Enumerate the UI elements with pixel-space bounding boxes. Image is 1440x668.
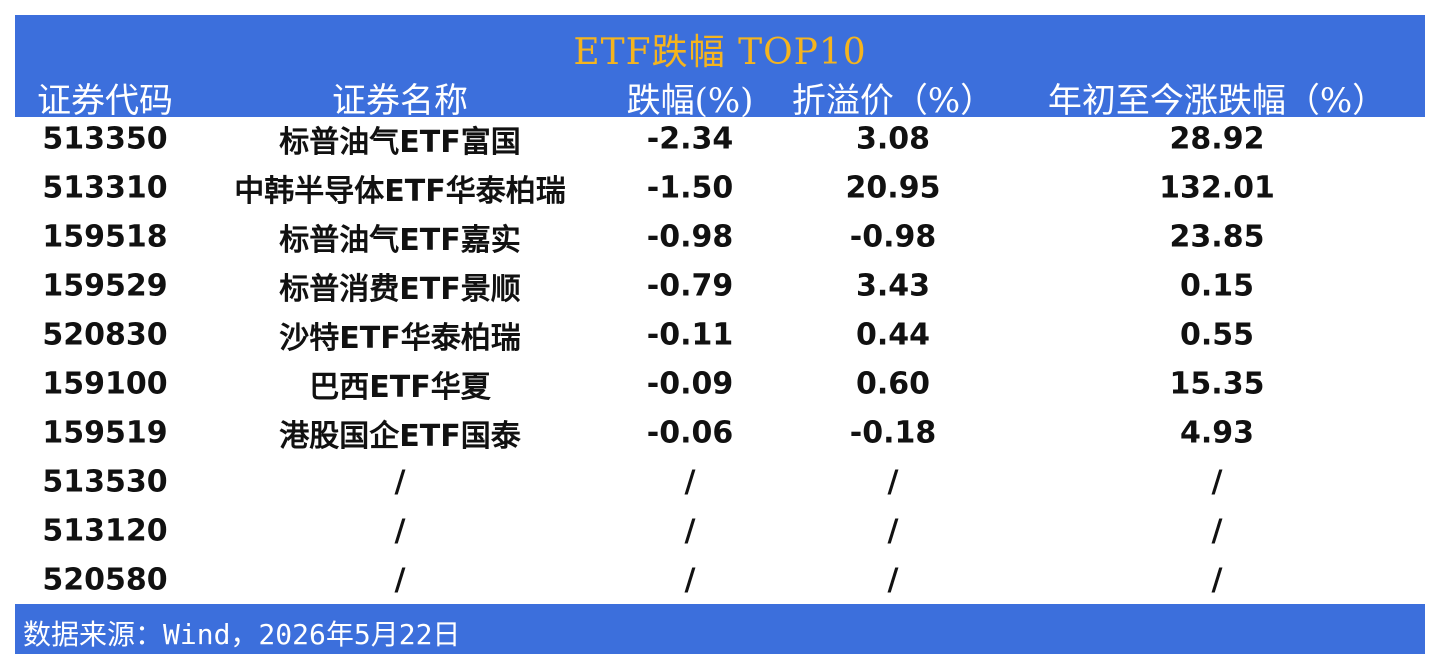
table-cell: / — [887, 562, 899, 598]
table-cell: 15.35 — [1169, 366, 1265, 402]
table-cell: 3.08 — [855, 121, 931, 157]
column-header: 年初至今涨跌幅（%） — [1047, 81, 1387, 121]
table-cell: / — [684, 513, 696, 549]
table-cell: 3.43 — [855, 268, 931, 304]
table-cell: 159100 — [42, 366, 168, 402]
table-cell: -0.11 — [646, 317, 734, 353]
table-cell: 520830 — [42, 317, 168, 353]
table-cell: / — [684, 562, 696, 598]
table-cell: / — [684, 464, 696, 500]
table-cell: 中韩半导体ETF华泰柏瑞 — [234, 174, 566, 209]
table-cell: / — [887, 464, 899, 500]
table-cell: 沙特ETF华泰柏瑞 — [279, 321, 521, 356]
table-cell: 巴西ETF华夏 — [309, 370, 491, 405]
table-cell: 132.01 — [1159, 170, 1275, 206]
table-cell: 4.93 — [1179, 415, 1255, 451]
table-cell: 0.60 — [855, 366, 931, 402]
table-cell: 159518 — [42, 219, 168, 255]
column-header: 证券代码 — [37, 81, 173, 121]
column-header: 折溢价（%） — [791, 81, 995, 121]
table-cell: -0.06 — [646, 415, 734, 451]
table-cell: 513350 — [42, 121, 168, 157]
table-cell: 港股国企ETF国泰 — [279, 419, 521, 454]
column-header: 跌幅(%) — [626, 81, 754, 121]
table-cell: -0.98 — [646, 219, 734, 255]
table-cell: 标普消费ETF景顺 — [279, 272, 521, 307]
table-cell: 标普油气ETF富国 — [279, 125, 521, 160]
table-cell: / — [394, 513, 406, 549]
table-cell: 520580 — [42, 562, 168, 598]
table-header: ETF跌幅 TOP10 证券代码 证券名称 跌幅(%) 折溢价（%） 年初至今涨跌幅（%… — [15, 15, 1425, 121]
table-cell: / — [1211, 513, 1223, 549]
table-cell: -0.98 — [849, 219, 937, 255]
table-cell: 513120 — [42, 513, 168, 549]
table-cell: / — [887, 513, 899, 549]
table-cell: -1.50 — [646, 170, 734, 206]
table-cell: 0.15 — [1179, 268, 1255, 304]
table-cell: 513310 — [42, 170, 168, 206]
table-cell: -2.34 — [646, 121, 734, 157]
table-cell: 159519 — [42, 415, 168, 451]
table-cell: / — [1211, 464, 1223, 500]
title: ETF跌幅 TOP10 — [573, 32, 867, 73]
table-cell: -0.18 — [849, 415, 937, 451]
column-header: 证券名称 — [332, 81, 468, 121]
table-cell: / — [1211, 562, 1223, 598]
table-cell: 159529 — [42, 268, 168, 304]
table-cell: 23.85 — [1169, 219, 1265, 255]
table-cell: 0.44 — [855, 317, 931, 353]
source-note: 数据来源：Wind，2026年5月22日 — [23, 618, 461, 651]
table-cell: 28.92 — [1169, 121, 1265, 157]
table-cell: 513530 — [42, 464, 168, 500]
table-cell: 标普油气ETF嘉实 — [279, 223, 521, 258]
table-cell: / — [394, 464, 406, 500]
table-cell: 0.55 — [1179, 317, 1255, 353]
table-cell: 20.95 — [845, 170, 941, 206]
table-cell: / — [394, 562, 406, 598]
table-cell: -0.79 — [646, 268, 734, 304]
footer: 数据来源：Wind，2026年5月22日 — [15, 604, 1425, 654]
table-cell: -0.09 — [646, 366, 734, 402]
